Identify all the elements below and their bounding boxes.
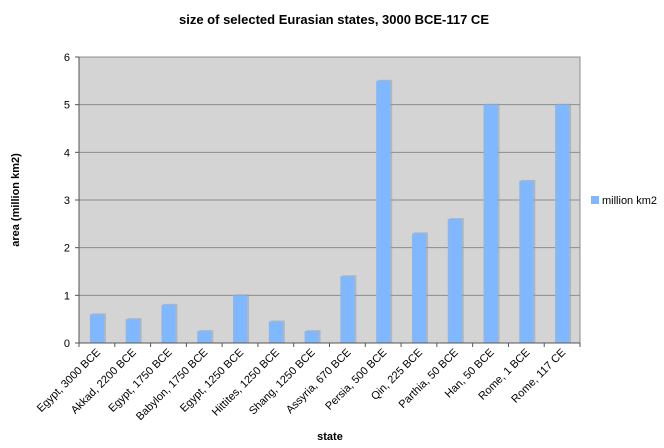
x-tick-label: Hittites, 1250 BCE bbox=[210, 347, 282, 419]
x-tick-label: Egypt, 3000 BCE bbox=[35, 347, 103, 415]
y-tick-label: 5 bbox=[64, 100, 70, 112]
y-tick-label: 6 bbox=[64, 52, 70, 64]
y-axis-ticks: 0 1 2 3 4 5 6 bbox=[64, 52, 79, 350]
legend-swatch bbox=[591, 196, 599, 204]
x-tick-label: Akkad, 2200 BCE bbox=[69, 347, 139, 417]
bar bbox=[304, 331, 319, 343]
x-axis-title: state bbox=[317, 431, 343, 443]
y-tick-label: 0 bbox=[64, 338, 70, 350]
x-tick-label: Egypt, 1250 BCE bbox=[178, 347, 246, 415]
y-tick-label: 2 bbox=[64, 243, 70, 255]
y-tick-label: 4 bbox=[64, 147, 70, 159]
bar bbox=[483, 104, 498, 344]
bar bbox=[340, 276, 355, 343]
bar bbox=[233, 295, 248, 343]
bar bbox=[411, 233, 426, 343]
bar bbox=[125, 319, 140, 343]
y-tick-label: 1 bbox=[64, 290, 70, 302]
bar bbox=[197, 331, 212, 343]
bar bbox=[519, 180, 534, 343]
bar bbox=[555, 104, 570, 344]
y-tick-label: 3 bbox=[64, 195, 70, 207]
bar bbox=[376, 80, 391, 343]
legend-label: million km2 bbox=[602, 195, 657, 207]
bar bbox=[161, 304, 176, 343]
y-axis-title: area (million km2) bbox=[10, 153, 22, 247]
legend: million km2 bbox=[591, 195, 657, 207]
bars bbox=[89, 79, 572, 344]
x-tick-label: Egypt, 1750 BCE bbox=[106, 347, 174, 415]
chart-title: size of selected Eurasian states, 3000 B… bbox=[179, 12, 489, 27]
bar bbox=[447, 219, 462, 343]
bar bbox=[268, 321, 283, 343]
x-tick-label: Assyria, 670 BCE bbox=[284, 347, 353, 416]
x-tick-label: Shang, 1250 BCE bbox=[247, 347, 318, 418]
bar bbox=[89, 314, 104, 343]
x-tick-label: Persia, 500 BCE bbox=[323, 347, 389, 413]
